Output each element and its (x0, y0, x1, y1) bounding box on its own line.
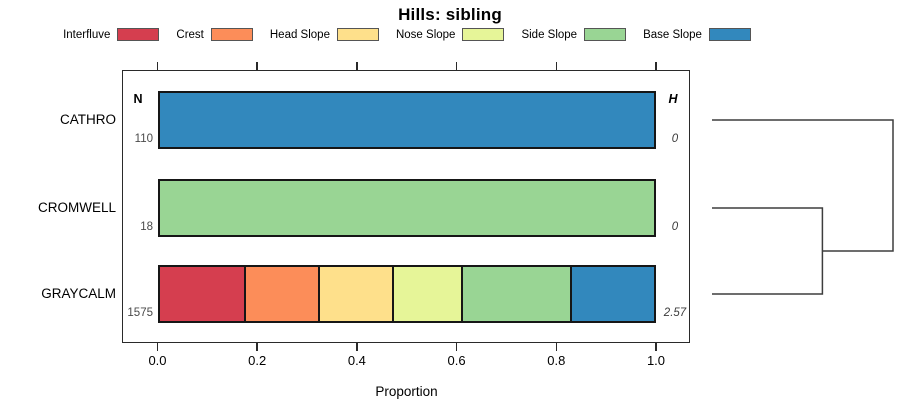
x-axis-title: Proportion (375, 384, 438, 399)
bar-segment-head-slope (317, 267, 392, 321)
top-tick (256, 62, 258, 70)
bottom-tick (256, 343, 258, 351)
legend-swatch (584, 28, 627, 41)
legend-label: Side Slope (521, 28, 578, 41)
legend-swatch (462, 28, 505, 41)
bar-segment-interfluve (159, 267, 244, 321)
legend-swatch (210, 28, 253, 41)
bottom-tick (655, 343, 657, 351)
legend-item: Crest (176, 28, 253, 41)
bottom-tick (455, 343, 458, 351)
h-value: 0 (671, 221, 679, 233)
legend-item: Side Slope (521, 28, 627, 41)
bar-segment-side-slope (461, 267, 570, 321)
bar-segment-crest (243, 267, 318, 321)
legend-swatch (117, 28, 160, 41)
n-value: 110 (134, 133, 153, 145)
top-tick (555, 62, 558, 70)
stacked-bar-cromwell (157, 179, 656, 237)
x-tick-label: 0.4 (347, 353, 366, 368)
row-label-cromwell: CROMWELL (37, 200, 116, 215)
stacked-bar-cathro (157, 91, 656, 149)
bottom-tick (356, 343, 358, 351)
plot-box (122, 70, 690, 343)
bottom-tick (555, 343, 558, 351)
chart-title: Hills: sibling (398, 5, 502, 24)
x-tick-label: 1.0 (646, 353, 666, 368)
h-column-header: H (668, 92, 678, 106)
top-tick (455, 62, 458, 70)
dendrogram-lines (712, 119, 894, 295)
legend-swatch (336, 28, 379, 41)
x-tick-label: 0.2 (248, 353, 267, 368)
n-column-header: N (133, 92, 143, 106)
legend-label: Interfluve (63, 28, 111, 41)
row-label-cathro: CATHRO (60, 112, 116, 127)
legend-label: Base Slope (643, 28, 702, 41)
stacked-bar-graycalm (157, 265, 656, 323)
legend-label: Nose Slope (395, 28, 456, 41)
legend: Interfluve Crest Head Slope Nose Slope Side … (0, 26, 814, 43)
top-tick (156, 62, 159, 70)
x-tick-label: 0.8 (547, 353, 566, 368)
legend-item: Nose Slope (395, 28, 505, 41)
legend-item: Base Slope (643, 28, 751, 41)
legend-item: Interfluve (63, 28, 160, 41)
bar-segment-base-slope (569, 267, 654, 321)
dendrogram (712, 119, 894, 295)
h-value: 0 (671, 133, 679, 145)
legend-item: Head Slope (270, 28, 379, 41)
n-value: 18 (140, 221, 153, 233)
top-tick (655, 62, 657, 70)
x-tick-label: 0.6 (447, 353, 466, 368)
row-label-graycalm: GRAYCALM (41, 286, 116, 301)
bar-segment-nose-slope (391, 267, 462, 321)
n-value: 1575 (127, 307, 153, 319)
legend-swatch (708, 28, 751, 41)
h-value: 2.57 (663, 307, 687, 319)
legend-label: Head Slope (269, 28, 330, 41)
x-tick-label: 0.0 (148, 353, 167, 368)
bar-segment-side-slope (159, 181, 654, 235)
bottom-tick (156, 343, 159, 351)
legend-label: Crest (176, 28, 204, 41)
bar-segment-base-slope (159, 93, 654, 147)
top-tick (356, 62, 358, 70)
